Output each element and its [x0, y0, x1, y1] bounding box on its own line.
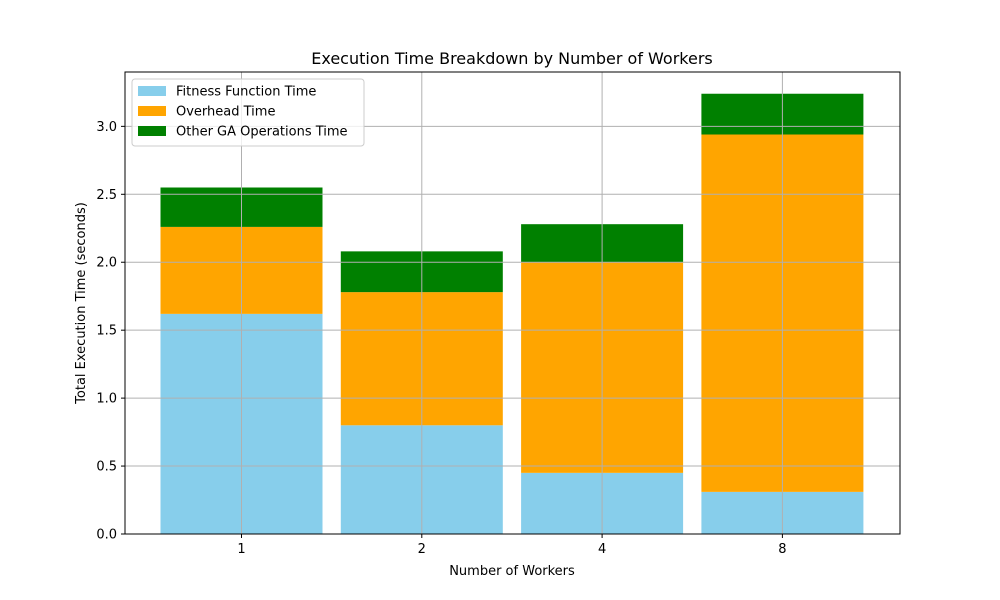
plot-frame: [124, 71, 901, 535]
legend-box: [131, 78, 365, 147]
legend-label: Overhead Time: [176, 105, 275, 120]
x-tick-label: 2: [418, 542, 426, 557]
legend-swatch: [138, 86, 166, 96]
x-tick-label: 1: [237, 542, 245, 557]
y-tick-label: 2.0: [96, 256, 117, 271]
legend-swatch: [138, 126, 166, 136]
y-tick-label: 0.0: [96, 528, 117, 543]
y-tick-label: 0.5: [96, 460, 117, 475]
x-axis-label: Number of Workers: [449, 564, 575, 579]
y-tick-label: 1.5: [96, 324, 117, 339]
x-tick-label: 4: [598, 542, 606, 557]
y-tick-label: 2.5: [96, 188, 117, 203]
x-tick-label: 8: [778, 542, 786, 557]
y-tick-label: 1.0: [96, 392, 117, 407]
chart-title: Execution Time Breakdown by Number of Wo…: [311, 49, 713, 68]
y-tick-label: 3.0: [96, 120, 117, 135]
y-axis: 0.0 0.5 1.0 1.5 2.0 2.5 3.0: [96, 120, 125, 543]
legend: Fitness Function Time Overhead Time Other …: [131, 78, 365, 147]
y-axis-label: Total Execution Time (seconds): [74, 202, 89, 405]
legend-swatch: [138, 106, 166, 116]
x-axis: 1 2 4 8: [237, 534, 787, 557]
legend-label: Fitness Function Time: [176, 85, 316, 100]
legend-label: Other GA Operations Time: [176, 125, 348, 140]
